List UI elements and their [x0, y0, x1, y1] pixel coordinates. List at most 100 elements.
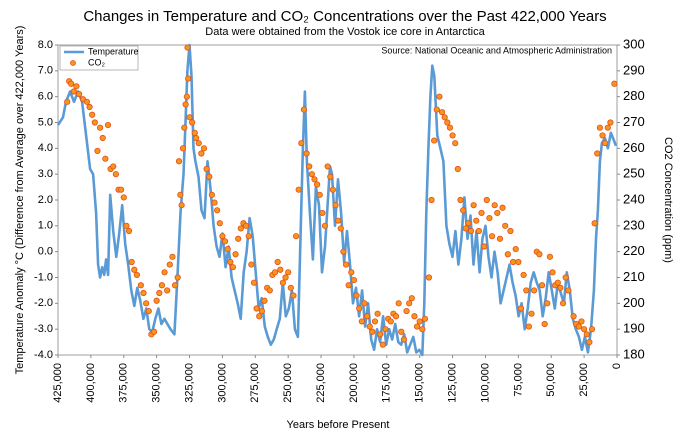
y2-tick-label: 190: [623, 321, 645, 336]
co2-point: [232, 251, 239, 258]
legend-label: Temperature: [88, 46, 139, 56]
x-tick-label: 50,000: [545, 363, 557, 397]
co2-point: [99, 134, 106, 142]
co2-point: [112, 171, 119, 178]
co2-point: [292, 233, 300, 240]
co2-point: [449, 132, 456, 139]
co2-point: [559, 300, 567, 307]
co2-point: [428, 196, 435, 204]
co2-point: [86, 103, 93, 111]
co2-point: [308, 171, 315, 178]
co2-point: [594, 150, 601, 157]
temperature-line: [56, 43, 618, 357]
co2-point: [329, 186, 336, 193]
co2-point: [591, 220, 598, 227]
y-axis-label: Temperature Anomaly °C (Difference from …: [14, 26, 26, 375]
co2-point: [300, 106, 308, 113]
co2-point: [179, 145, 187, 152]
co2-point: [214, 207, 221, 214]
co2-point: [145, 307, 152, 315]
co2-point: [460, 207, 467, 214]
co2-point: [523, 287, 530, 294]
y-tick-label: -1.0: [34, 271, 53, 283]
co2-point: [143, 300, 150, 307]
co2-point: [583, 331, 590, 338]
co2-point: [208, 191, 215, 198]
co2-point: [102, 155, 109, 162]
legend-label: CO₂: [88, 57, 106, 67]
co2-point: [433, 106, 440, 113]
co2-point: [285, 269, 292, 276]
x-tick-label: 0: [611, 363, 623, 369]
co2-point: [277, 266, 284, 273]
legend-symbol: [70, 60, 76, 66]
co2-point: [161, 269, 168, 276]
co2-point: [337, 225, 344, 232]
co2-point: [411, 313, 418, 320]
co2-point: [219, 233, 226, 240]
co2-point: [319, 209, 326, 217]
co2-point: [507, 227, 514, 235]
co2-point: [156, 289, 163, 297]
co2-point: [408, 295, 415, 302]
co2-point: [504, 251, 511, 258]
y-tick-label: 8.0: [38, 39, 53, 51]
co2-point: [478, 209, 485, 217]
co2-point: [175, 158, 183, 165]
co2-point: [581, 326, 588, 333]
co2-point: [496, 235, 504, 242]
co2-point: [94, 147, 101, 155]
co2-point: [578, 318, 585, 325]
co2-point: [166, 261, 173, 268]
co2-point: [211, 199, 218, 206]
co2-point: [200, 145, 208, 152]
co2-point: [203, 165, 210, 173]
co2-point: [221, 238, 229, 245]
x-tick-label: 25,000: [578, 363, 590, 397]
co2-point: [335, 217, 342, 224]
co2-point: [358, 318, 365, 325]
co2-point: [570, 313, 577, 320]
co2-point: [379, 341, 386, 348]
co2-point: [486, 214, 493, 222]
co2-point: [91, 119, 98, 126]
co2-point: [164, 287, 171, 294]
co2-point: [316, 191, 323, 198]
co2-point: [279, 279, 287, 286]
co2-point: [562, 274, 569, 281]
y-tick-label: 0.0: [38, 246, 53, 258]
co2-point: [446, 124, 454, 131]
co2-point: [599, 132, 606, 139]
co2-point: [467, 227, 475, 235]
co2-point: [256, 313, 263, 320]
y-tick-label: 1.0: [38, 220, 53, 232]
y2-tick-label: 280: [623, 88, 645, 103]
co2-point: [350, 276, 358, 284]
y-tick-label: -4.0: [34, 349, 53, 361]
x-tick-label: 175,000: [381, 363, 393, 403]
co2-point: [184, 44, 191, 51]
co2-point: [171, 282, 179, 289]
x-tick-label: 200,000: [348, 363, 360, 403]
co2-point: [444, 119, 451, 126]
co2-point: [515, 258, 522, 266]
co2-point: [387, 318, 394, 325]
y-tick-label: 6.0: [38, 91, 53, 103]
co2-point: [377, 331, 384, 338]
co2-point: [436, 93, 443, 100]
co2-point: [353, 292, 360, 299]
x-tick-label: 325,000: [183, 363, 195, 403]
x-tick-label: 150,000: [414, 363, 426, 403]
co2-point: [258, 307, 265, 315]
co2-point: [481, 243, 488, 250]
co2-point: [248, 261, 255, 268]
co2-point: [531, 287, 538, 294]
co2-point: [441, 114, 448, 121]
co2-point: [452, 140, 459, 147]
co2-point: [216, 220, 223, 227]
co2-point: [607, 119, 614, 126]
co2-point: [342, 261, 350, 268]
x-tick-label: 350,000: [151, 363, 163, 403]
co2-point: [416, 318, 423, 325]
co2-point: [73, 83, 80, 90]
